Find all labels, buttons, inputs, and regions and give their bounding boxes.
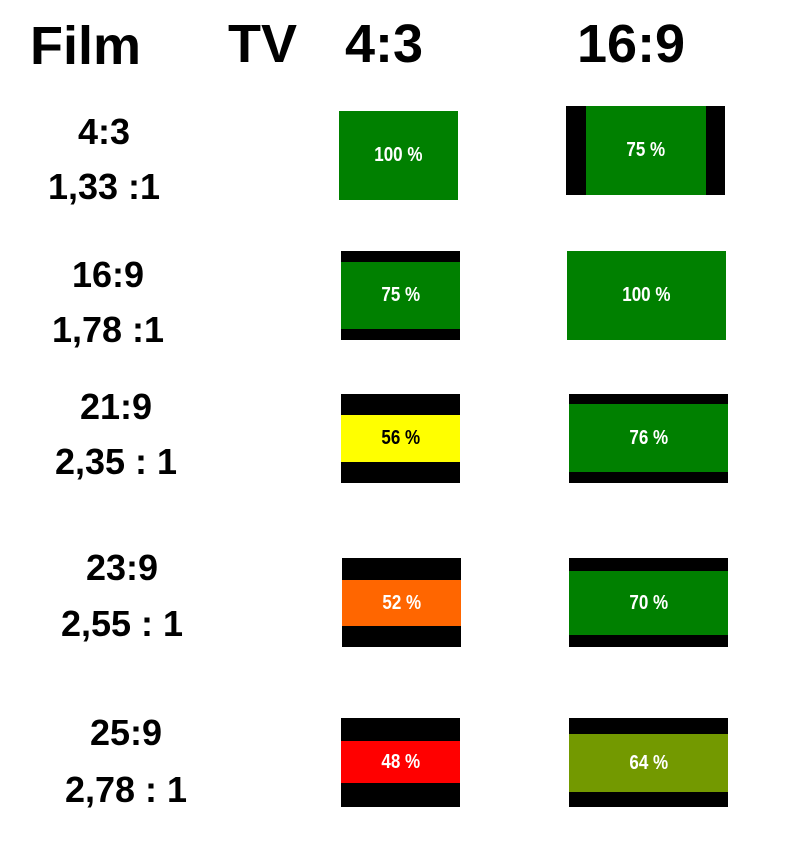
film-ratio: 16:9 [71,254,145,295]
coverage-label: 75 % [626,139,666,161]
screen-tv43: 100 % [339,111,458,200]
picture-area: 100 % [567,251,726,340]
header-col1: 4:3 [345,14,424,74]
coverage-label: 100 % [374,144,423,166]
screen-tv169: 64 % [569,718,728,807]
picture-area: 70 % [569,571,728,635]
film-decimal: 1,78 :1 [51,309,165,350]
screen-tv169: 100 % [567,251,726,340]
screen-tv169: 75 % [566,106,725,195]
screen-tv169: 76 % [569,394,728,483]
coverage-label: 100 % [622,284,671,306]
film-decimal: 2,35 : 1 [54,441,178,482]
coverage-label: 70 % [629,591,668,614]
coverage-label: 75 % [381,284,420,306]
film-ratio: 21:9 [79,386,153,427]
picture-area: 76 % [569,404,728,472]
picture-area: 56 % [341,415,460,462]
picture-area: 75 % [341,262,460,329]
screen-tv43: 48 % [341,718,460,807]
picture-area: 64 % [569,734,728,792]
picture-area: 100 % [339,111,458,200]
film-ratio: 25:9 [89,712,163,753]
coverage-label: 48 % [381,750,420,773]
coverage-label: 76 % [629,426,668,449]
screen-tv43: 75 % [341,251,460,340]
film-decimal: 1,33 :1 [47,166,161,207]
screen-tv43: 52 % [342,558,461,647]
film-ratio: 4:3 [77,111,131,152]
film-decimal: 2,55 : 1 [60,603,184,644]
picture-area: 52 % [342,580,461,626]
coverage-label: 52 % [382,591,421,614]
coverage-label: 56 % [381,427,420,449]
screen-tv43: 56 % [341,394,460,483]
screen-tv169: 70 % [569,558,728,647]
header-film: Film [30,16,142,76]
coverage-label: 64 % [629,751,668,774]
film-decimal: 2,78 : 1 [64,769,188,810]
picture-area: 75 % [586,106,706,195]
film-ratio: 23:9 [85,547,159,588]
header-tv: TV [228,14,298,74]
picture-area: 48 % [341,741,460,783]
header-col2: 16:9 [577,14,686,74]
